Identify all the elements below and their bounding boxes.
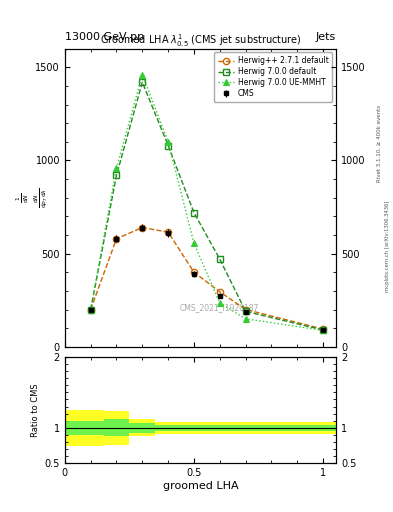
Herwig++ 2.7.1 default [192, 269, 196, 275]
Herwig++ 2.7.1 default [166, 229, 171, 235]
Herwig++ 2.7.1 default [243, 306, 248, 312]
Herwig 7.0.0 default [321, 327, 325, 333]
Herwig 7.0.0 UE-MMHT [243, 316, 248, 322]
Herwig 7.0.0 UE-MMHT [140, 72, 145, 78]
Text: mcplots.cern.ch [arXiv:1306.3436]: mcplots.cern.ch [arXiv:1306.3436] [385, 200, 389, 291]
Y-axis label: $\frac{1}{\mathrm{d}N}$
$\frac{\mathrm{d}N}{\mathrm{d}p_T\,\mathrm{d}\lambda}$: $\frac{1}{\mathrm{d}N}$ $\frac{\mathrm{d… [15, 187, 50, 208]
Line: Herwig 7.0.0 default: Herwig 7.0.0 default [88, 79, 326, 333]
Herwig 7.0.0 UE-MMHT [88, 306, 93, 312]
Herwig 7.0.0 default [140, 79, 145, 86]
Herwig 7.0.0 UE-MMHT [166, 139, 171, 145]
Text: Rivet 3.1.10, ≥ 400k events: Rivet 3.1.10, ≥ 400k events [377, 105, 382, 182]
Herwig 7.0.0 default [243, 308, 248, 314]
Herwig 7.0.0 UE-MMHT [192, 240, 196, 246]
Herwig 7.0.0 default [166, 142, 171, 148]
Line: Herwig 7.0.0 UE-MMHT: Herwig 7.0.0 UE-MMHT [88, 72, 326, 333]
Herwig 7.0.0 UE-MMHT [321, 327, 325, 333]
Herwig++ 2.7.1 default [140, 224, 145, 230]
Herwig++ 2.7.1 default [88, 306, 93, 312]
Text: CMS_2021_I1920187: CMS_2021_I1920187 [180, 304, 259, 312]
Line: Herwig++ 2.7.1 default: Herwig++ 2.7.1 default [88, 224, 326, 332]
Herwig 7.0.0 default [88, 306, 93, 312]
Herwig++ 2.7.1 default [217, 289, 222, 295]
Y-axis label: Ratio to CMS: Ratio to CMS [31, 383, 40, 437]
Herwig 7.0.0 default [217, 256, 222, 262]
Herwig 7.0.0 UE-MMHT [114, 165, 119, 171]
Herwig++ 2.7.1 default [114, 236, 119, 242]
Herwig 7.0.0 default [114, 172, 119, 178]
Herwig 7.0.0 default [192, 209, 196, 216]
Herwig 7.0.0 UE-MMHT [217, 300, 222, 306]
Text: 13000 GeV pp: 13000 GeV pp [65, 32, 144, 42]
Title: Groomed LHA $\lambda^{1}_{0.5}$ (CMS jet substructure): Groomed LHA $\lambda^{1}_{0.5}$ (CMS jet… [100, 32, 301, 49]
Text: Jets: Jets [316, 32, 336, 42]
X-axis label: groomed LHA: groomed LHA [163, 481, 238, 491]
Legend: Herwig++ 2.7.1 default, Herwig 7.0.0 default, Herwig 7.0.0 UE-MMHT, CMS: Herwig++ 2.7.1 default, Herwig 7.0.0 def… [214, 52, 332, 102]
Herwig++ 2.7.1 default [321, 326, 325, 332]
